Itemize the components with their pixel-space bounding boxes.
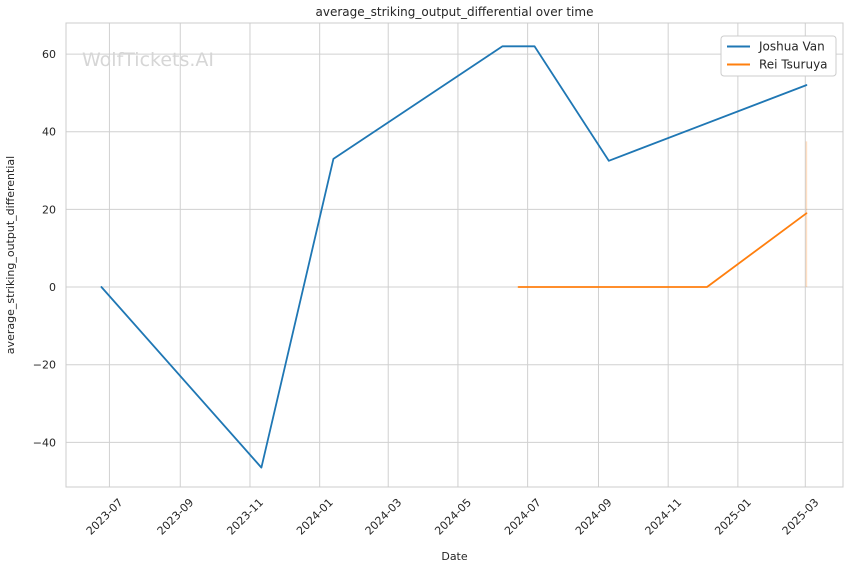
x-axis-label: Date bbox=[441, 550, 468, 563]
y-tick-label: −20 bbox=[33, 359, 56, 372]
plot-border bbox=[65, 22, 844, 488]
y-tick-label: 60 bbox=[42, 48, 56, 61]
x-tick-label: 2025-03 bbox=[780, 496, 822, 538]
y-tick-label: 40 bbox=[42, 126, 56, 139]
legend: Joshua Van Rei Tsuruya bbox=[720, 35, 837, 77]
x-tick-label: 2025-01 bbox=[712, 496, 754, 538]
x-tick-label: 2023-09 bbox=[155, 496, 197, 538]
x-tick-label: 2024-07 bbox=[502, 496, 544, 538]
y-tick-label: 0 bbox=[49, 281, 56, 294]
watermark: WolfTickets.AI bbox=[82, 49, 214, 71]
plot-area: 2023-07 2023-09 2023-11 2024-01 2024-03 2024-… bbox=[33, 22, 844, 538]
x-tick-label: 2024-03 bbox=[363, 496, 405, 538]
x-tick-label: 2023-07 bbox=[84, 496, 126, 538]
x-tick-label: 2024-11 bbox=[643, 496, 685, 538]
rei-tsuruya-line bbox=[517, 212, 808, 288]
x-tick-label: 2023-11 bbox=[224, 496, 266, 538]
x-tick-label: 2024-01 bbox=[294, 496, 336, 538]
y-tick-label: 20 bbox=[42, 203, 56, 216]
joshua-van-line bbox=[100, 45, 808, 469]
y-tick-label: −40 bbox=[33, 436, 56, 449]
x-tick-label: 2024-05 bbox=[432, 496, 474, 538]
legend-label-rei-tsuruya: Rei Tsuruya bbox=[759, 58, 828, 72]
y-axis-label: average_striking_output_differential bbox=[4, 156, 17, 354]
legend-label-joshua-van: Joshua Van bbox=[758, 40, 825, 54]
chart-title: average_striking_output_differential ove… bbox=[316, 5, 594, 19]
x-tick-label: 2024-09 bbox=[573, 496, 615, 538]
